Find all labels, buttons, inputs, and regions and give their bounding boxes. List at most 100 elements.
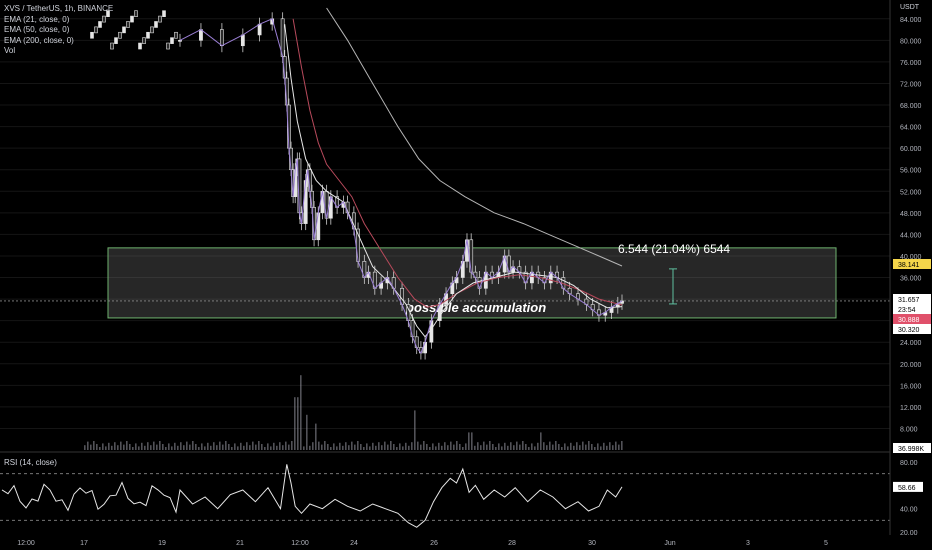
volume-bar: [360, 444, 362, 450]
volume-bar: [399, 443, 401, 450]
volume-bar: [555, 441, 557, 450]
price-tick-label: 52.000: [900, 189, 922, 196]
volume-bar: [426, 444, 428, 450]
volume-bar: [510, 442, 512, 450]
volume-bar: [465, 443, 467, 450]
volume-bar: [411, 442, 413, 450]
volume-bar: [186, 441, 188, 450]
volume-bar: [525, 444, 527, 450]
volume-bar: [273, 442, 275, 450]
volume-bar: [315, 423, 317, 450]
volume-bar: [459, 444, 461, 450]
volume-bar: [285, 441, 287, 450]
price-tick-label: 36.000: [900, 276, 922, 283]
volume-bar: [129, 444, 131, 450]
legend-title[interactable]: XVS / TetherUS, 1h, BINANCE: [4, 4, 114, 13]
volume-bar: [195, 444, 197, 450]
volume-bar: [387, 444, 389, 450]
volume-bar: [210, 445, 212, 450]
volume-bar: [294, 397, 296, 450]
legend-ema21[interactable]: EMA (21, close, 0): [4, 14, 70, 24]
volume-bar: [231, 447, 233, 450]
volume-bar: [174, 442, 176, 450]
volume-bar: [462, 447, 464, 450]
volume-bar: [495, 447, 497, 450]
volume-bar: [135, 443, 137, 450]
rsi-pane: [0, 464, 890, 528]
price-tag: [893, 324, 931, 334]
candle-body: [130, 15, 134, 23]
rsi-legend[interactable]: RSI (14, close): [4, 458, 57, 467]
candle-body: [316, 212, 321, 241]
volume-bar: [573, 445, 575, 450]
price-tick-label: 24.000: [900, 340, 922, 347]
price-tag-label: 36.998K: [898, 446, 924, 453]
price-tags: 38.141 31.657 23:54 30.888 30.320 36.998K: [893, 259, 931, 453]
volume-bar: [84, 445, 86, 450]
volume-bar: [414, 410, 416, 450]
legend: XVS / TetherUS, 1h, BINANCE EMA (21, clo…: [4, 4, 113, 57]
currency-label: USDT: [900, 4, 920, 11]
volume-bar: [393, 444, 395, 450]
volume-bar: [159, 441, 161, 450]
volume-bar: [381, 445, 383, 450]
volume-bar: [303, 446, 305, 450]
volume-bar: [501, 446, 503, 450]
volume-bar: [408, 445, 410, 450]
price-tag-label: 23:54: [898, 307, 916, 314]
legend-ema50[interactable]: EMA (50, close, 0): [4, 25, 70, 35]
rsi-value-tag: [893, 481, 923, 492]
volume-bar: [183, 445, 185, 450]
volume-bar: [585, 444, 587, 450]
measure-tool: 6.544 (21.04%) 6544: [618, 242, 730, 305]
volume-bar: [366, 443, 368, 450]
volume-bar: [330, 447, 332, 450]
volume-bar: [375, 445, 377, 450]
volume-bar: [222, 444, 224, 450]
candle-body: [199, 29, 203, 41]
volume-bar: [504, 442, 506, 450]
price-tick-label: 8.000: [900, 426, 918, 433]
volume-bar: [444, 442, 446, 450]
price-axis: 84.000 80.000 76.000 72.000 68.000 64.000 60.0…: [900, 17, 922, 434]
volume-bar: [96, 444, 98, 450]
time-tick-label: 12:00: [17, 540, 35, 547]
volume-bar: [477, 442, 479, 450]
volume-bar: [240, 442, 242, 450]
volume-bar: [600, 446, 602, 450]
volume-bar: [144, 445, 146, 450]
candle-body: [240, 34, 245, 47]
volume-bar: [618, 444, 620, 450]
price-tick-label: 68.000: [900, 103, 922, 110]
volume-bar: [171, 446, 173, 450]
volume-bar: [540, 432, 542, 450]
candle-body: [178, 40, 182, 42]
volume-bar: [549, 441, 551, 450]
volume-bar: [450, 441, 452, 450]
volume-bar: [423, 441, 425, 450]
candle-body: [98, 21, 102, 28]
volume-bar: [258, 441, 260, 450]
candle-body: [174, 31, 178, 39]
volume-bar: [441, 445, 443, 450]
volume-bar: [345, 442, 347, 450]
time-tick-label: 21: [236, 540, 244, 547]
candle-body: [122, 26, 126, 34]
candle-body: [142, 37, 146, 44]
candle-body: [158, 15, 162, 23]
volume-bar: [363, 447, 365, 450]
volume-bar: [102, 443, 104, 450]
volume-bar: [513, 445, 515, 450]
volume-bar: [156, 444, 158, 450]
legend-volume[interactable]: Vol: [4, 46, 16, 56]
volume-bar: [522, 441, 524, 450]
legend-ema200[interactable]: EMA (200, close, 0): [4, 35, 74, 45]
candle-body: [162, 10, 166, 17]
ema200-line: [326, 7, 623, 267]
volume-bar: [228, 444, 230, 450]
volume-bar: [207, 442, 209, 450]
volume-bar: [561, 447, 563, 450]
volume-bar: [153, 441, 155, 450]
volume-bar: [567, 446, 569, 450]
